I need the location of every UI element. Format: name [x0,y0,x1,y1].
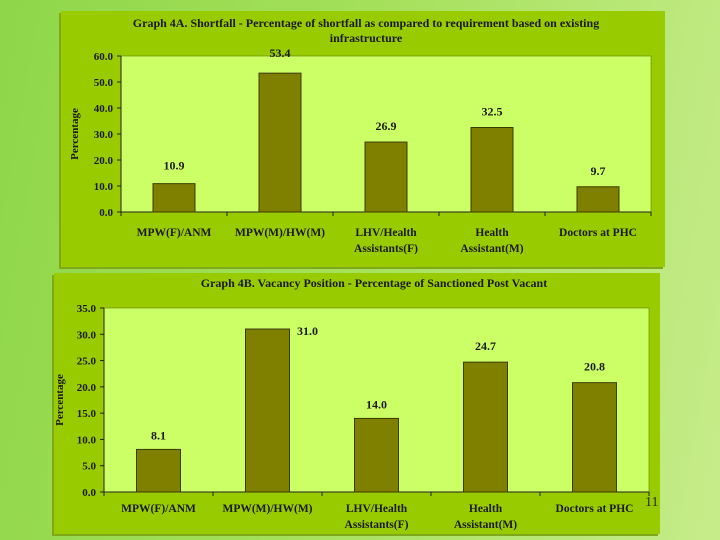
data-label: 20.8 [584,360,605,374]
y-tick-label: 25.0 [77,356,97,368]
bar [136,448,181,493]
y-tick-label: 10.0 [77,434,97,446]
bar [463,361,508,493]
data-label: 26.9 [376,119,397,133]
bar [364,141,408,213]
y-tick-label: 5.0 [82,461,96,473]
category-label: LHV/Health [355,227,417,239]
y-tick-label: 35.0 [77,303,97,315]
category-label: Doctors at PHC [556,503,634,515]
bar-chart-4b: 0.0 5.0 10.0 15.0 20.0 25.0 30.0 35.0 Percentage… [54,303,650,531]
y-tick-label: 30.0 [77,329,97,341]
chart-panel-4a: Graph 4A. Shortfall - Percentage of shor… [61,11,665,267]
y-axis-label: Percentage [69,108,81,160]
bar [258,72,302,213]
category-label: Health [475,227,509,239]
y-tick-label: 0.0 [82,487,96,499]
category-label: Assistants(F) [345,519,409,531]
bar [152,183,196,213]
category-label: MPW(M)/HW(M) [222,503,312,515]
chart-panel-4b: Graph 4B. Vacancy Position - Percentage … [54,273,660,534]
category-label: MPW(M)/HW(M) [235,227,325,239]
data-label: 8.1 [151,428,166,442]
y-tick-label: 60.0 [94,51,114,63]
category-label: Assistant(M) [454,519,517,531]
y-axis-label: Percentage [54,374,66,426]
bar-chart-4a: 0.0 10.0 20.0 30.0 40.0 50.0 60.0 Percentage 10.… [69,46,652,255]
y-tick-label: 40.0 [94,103,114,115]
bar [470,127,514,213]
category-label: LHV/Health [346,503,408,515]
y-tick-label: 30.0 [94,129,114,141]
data-label: 14.0 [366,397,387,411]
data-label: 31.0 [297,324,318,338]
bar [354,417,399,493]
category-label: Doctors at PHC [559,227,637,239]
data-label: 24.7 [475,339,496,353]
category-label: Health [469,503,503,515]
y-tick-label: 10.0 [94,181,114,193]
category-label: Assistants(F) [354,243,418,255]
y-tick-label: 50.0 [94,77,114,89]
y-tick-label: 20.0 [94,155,114,167]
category-label: MPW(F)/ANM [121,503,196,515]
y-tick-label: 20.0 [77,382,97,394]
data-label: 32.5 [482,105,503,119]
chart-title: Graph 4B. Vacancy Position - Percentage … [200,276,548,290]
bar [245,328,290,493]
bar [572,382,617,493]
y-tick-label: 0.0 [99,207,113,219]
category-label: MPW(F)/ANM [137,227,212,239]
chart-title: Graph 4A. Shortfall - Percentage of shor… [132,16,600,45]
y-tick-label: 15.0 [77,408,97,420]
category-label: Assistant(M) [460,243,523,255]
data-label: 9.7 [591,164,606,178]
data-label: 10.9 [164,159,185,173]
bar [576,186,620,213]
page-number: 11 [645,495,659,510]
data-label: 53.4 [270,46,291,60]
